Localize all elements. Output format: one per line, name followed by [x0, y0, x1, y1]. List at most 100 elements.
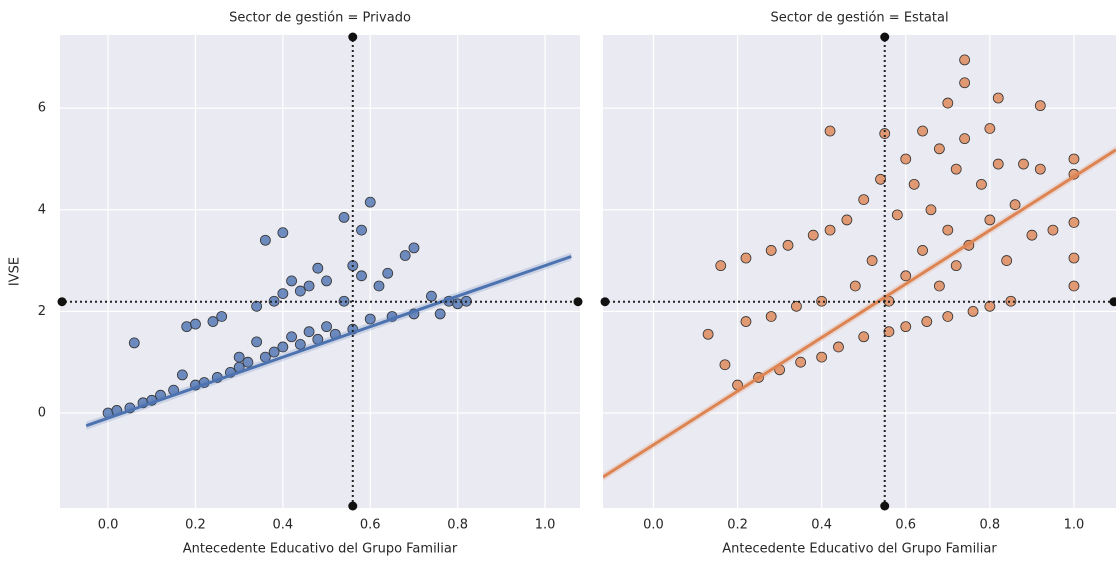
y-axis-label: IVSE	[8, 257, 23, 286]
scatter-point	[303, 280, 315, 292]
panel: Sector de gestión = Privado Antecedente E…	[8, 11, 583, 557]
scatter-point	[277, 288, 289, 300]
scatter-point	[286, 275, 297, 287]
scatter-point	[1034, 100, 1046, 112]
scatter-point	[321, 321, 332, 333]
scatter-point	[900, 153, 912, 165]
scatter-point	[858, 194, 870, 206]
scatter-point	[1068, 153, 1080, 165]
scatter-point	[933, 280, 945, 292]
scatter-point	[1068, 217, 1080, 228]
scatter-point	[176, 369, 188, 381]
scatter-point	[719, 359, 731, 371]
reference-marker	[880, 32, 890, 42]
scatter-point	[891, 209, 903, 221]
scatter-point	[259, 234, 271, 246]
scatter-point	[866, 255, 878, 266]
scatter-point	[917, 125, 928, 137]
scatter-point	[364, 313, 376, 325]
scatter-point	[984, 214, 996, 226]
scatter-point	[277, 227, 289, 239]
x-axis-label: Antecedente Educativo del Grupo Familiar	[722, 542, 997, 557]
scatter-point	[976, 178, 987, 190]
scatter-point	[795, 356, 807, 368]
scatter-point	[356, 270, 367, 282]
scatter-point	[942, 97, 954, 109]
scatter-point	[382, 267, 394, 279]
scatter-point	[900, 270, 912, 282]
scatter-point	[251, 336, 263, 348]
scatter-point	[294, 285, 306, 297]
scatter-point	[816, 351, 828, 363]
plot-area	[60, 35, 580, 508]
scatter-point	[807, 229, 819, 241]
scatter-point	[216, 311, 228, 322]
y-tick-label: 6	[38, 101, 46, 116]
reference-marker	[880, 501, 890, 511]
scatter-point	[925, 204, 937, 216]
scatter-point	[950, 163, 962, 175]
scatter-point	[992, 158, 1004, 170]
scatter-point	[434, 308, 446, 320]
scatter-point	[242, 356, 254, 368]
scatter-point	[984, 300, 996, 312]
scatter-point	[942, 311, 954, 322]
scatter-point	[740, 316, 752, 327]
scatter-point	[765, 311, 777, 322]
panel: Sector de gestión = Estatal Antecedente E…	[600, 11, 1116, 557]
scatter-point	[321, 275, 332, 287]
scatter-point	[1034, 163, 1046, 175]
scatter-point	[1068, 280, 1080, 292]
panel-title: Sector de gestión = Privado	[229, 11, 411, 26]
scatter-point	[959, 54, 971, 66]
x-tick-label: 0.8	[447, 518, 468, 533]
scatter-point	[959, 77, 971, 89]
scatter-point	[1026, 229, 1038, 241]
x-tick-label: 0.2	[185, 518, 206, 533]
reference-marker	[600, 297, 610, 307]
x-tick-label: 1.0	[535, 518, 556, 533]
scatter-point	[950, 260, 962, 272]
scatter-point	[782, 239, 794, 251]
reference-marker	[573, 297, 583, 307]
scatter-point	[765, 245, 777, 256]
plot-background	[603, 35, 1116, 508]
x-tick-label: 0.4	[811, 518, 832, 533]
scatter-point	[921, 316, 933, 327]
scatter-point	[207, 316, 219, 327]
scatter-point	[1018, 158, 1029, 170]
reference-marker	[57, 297, 67, 307]
scatter-point	[841, 214, 853, 226]
scatter-point	[399, 250, 411, 261]
scatter-point	[791, 300, 802, 312]
x-tick-label: 0.6	[360, 518, 381, 533]
scatter-point	[426, 290, 437, 302]
reference-marker	[1109, 297, 1116, 307]
panel-title: Sector de gestión = Estatal	[770, 11, 948, 26]
scatter-point	[190, 318, 201, 330]
scatter-point	[364, 196, 376, 208]
scatter-point	[942, 224, 954, 236]
scatter-point	[303, 326, 315, 338]
scatter-point	[849, 280, 861, 292]
scatter-point	[338, 211, 350, 223]
scatter-point	[373, 280, 385, 292]
scatter-point	[824, 224, 836, 236]
scatter-point	[408, 242, 420, 254]
x-axis-label: Antecedente Educativo del Grupo Familiar	[183, 542, 458, 557]
scatter-point	[128, 337, 140, 349]
scatter-point	[740, 252, 752, 264]
scatter-point	[967, 305, 979, 317]
x-tick-label: 0.2	[727, 518, 748, 533]
scatter-point	[251, 300, 263, 312]
y-tick-label: 4	[38, 202, 46, 217]
scatter-point	[900, 321, 912, 333]
scatter-point	[268, 295, 280, 307]
x-tick-label: 0.8	[980, 518, 1001, 533]
scatter-point	[1005, 295, 1017, 307]
scatter-point	[824, 125, 836, 137]
y-tick-label: 0	[38, 405, 46, 420]
scatter-point	[984, 123, 996, 134]
scatter-point	[1009, 199, 1021, 211]
scatter-point	[233, 351, 245, 363]
